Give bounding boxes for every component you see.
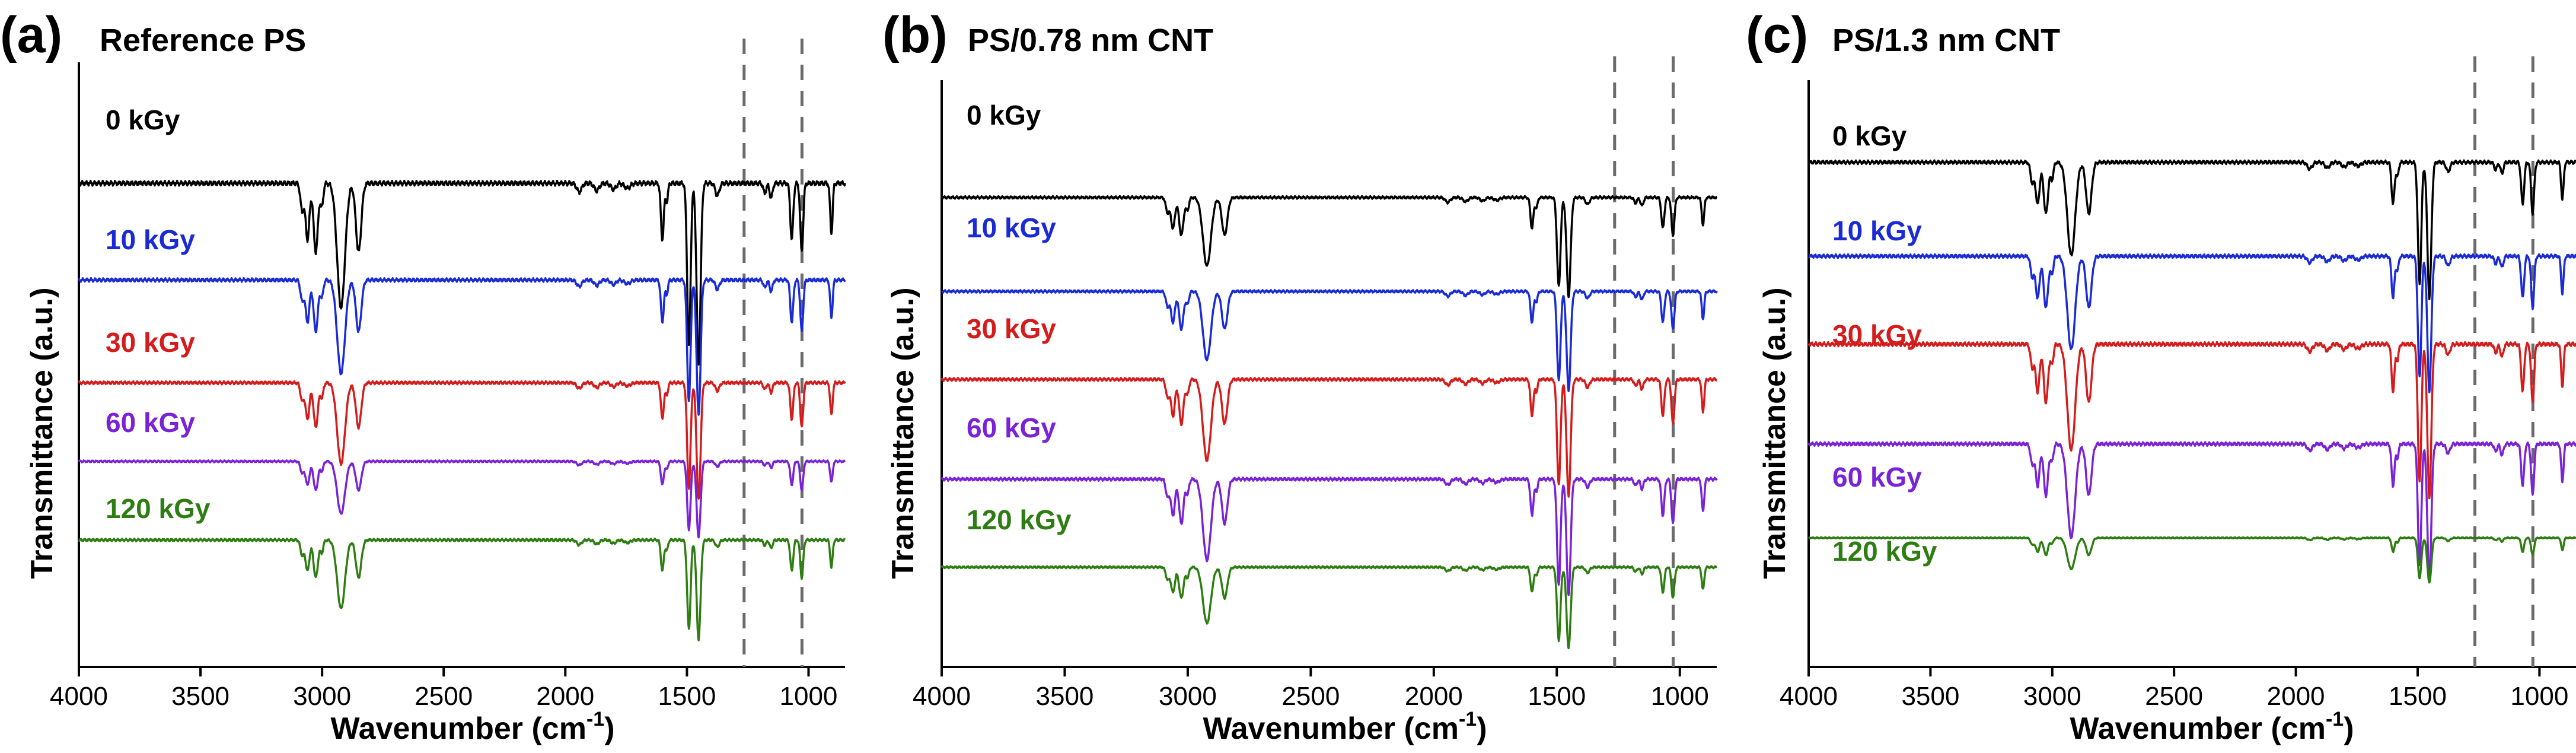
x-axis: 4000 3500 3000 2500 2000 1500 1000 [50, 682, 837, 711]
series-label: 30 kGy [967, 313, 1056, 344]
series-line [1807, 441, 2576, 581]
series-label: 60 kGy [106, 407, 195, 438]
x-axis: 4000 3500 3000 2500 2000 1500 1000 [913, 682, 1709, 711]
x-tick-label: 4000 [913, 682, 971, 711]
x-tick-label: 4000 [1780, 682, 1838, 711]
panel-title: PS/0.78 nm CNT [968, 23, 1213, 58]
x-axis: 4000 3500 3000 2500 2000 1500 1000 [1780, 682, 2568, 711]
series-label: 10 kGy [1832, 215, 1922, 246]
y-axis-title: Transmittance (a.u.) [25, 287, 59, 579]
series-label: 120 kGy [967, 504, 1072, 535]
x-tick-label: 3000 [1159, 682, 1217, 711]
x-tick-label: 1000 [780, 682, 838, 711]
x-axis-title: Wavenumber (cm-1) [1203, 708, 1487, 746]
series-label: 120 kGy [106, 493, 211, 524]
axis-frame [941, 80, 1717, 668]
panel-title: PS/1.3 nm CNT [1832, 23, 2060, 58]
x-tick-label: 3000 [293, 682, 351, 711]
panel-label: (b) [882, 7, 948, 63]
series-label: 0 kGy [967, 100, 1041, 131]
panel-label: (a) [0, 7, 62, 63]
series-line [1807, 341, 2576, 500]
x-tick-label: 2500 [415, 682, 473, 711]
panel-a: (a) Reference PS Transmittance (a.u.) Wa… [0, 7, 846, 746]
series-label: 10 kGy [106, 224, 195, 255]
x-tick-label: 1000 [2510, 682, 2568, 711]
panel-c: (c) PS/1.3 nm CNT Transmittance (a.u.) W… [1746, 7, 2576, 746]
series-line [78, 277, 846, 416]
x-tick-label: 3000 [2023, 682, 2081, 711]
series-line [941, 476, 1718, 596]
panel-b: (b) PS/0.78 nm CNT Transmittance (a.u.) … [882, 7, 1718, 746]
series-line [1808, 536, 2576, 584]
series-line [941, 195, 1717, 298]
x-tick-label: 2000 [536, 682, 594, 711]
axis-frame [78, 62, 845, 668]
x-tick-label: 2000 [1405, 682, 1463, 711]
x-tick-label: 2500 [2145, 682, 2203, 711]
x-tick-label: 3500 [1036, 682, 1094, 711]
series-line [941, 288, 1718, 392]
series-line [78, 459, 846, 539]
series-label: 0 kGy [1832, 120, 1907, 151]
series-line [78, 537, 846, 641]
series-labels: 0 kGy 10 kGy 30 kGy 60 kGy 120 kGy [967, 100, 1072, 535]
x-tick-label: 1500 [2389, 682, 2447, 711]
x-tick-label: 3500 [171, 682, 229, 711]
series-label: 10 kGy [967, 212, 1056, 243]
series-line [78, 179, 846, 366]
x-tick-label: 2000 [2267, 682, 2325, 711]
panel-label: (c) [1746, 7, 1808, 63]
series-label: 0 kGy [106, 104, 180, 135]
x-tick-label: 1000 [1651, 682, 1709, 711]
x-tick-label: 1500 [1528, 682, 1586, 711]
series-line [941, 376, 1717, 498]
series-labels: 0 kGy 10 kGy 30 kGy 60 kGy 120 kGy [1832, 120, 1937, 567]
y-axis-title: Transmittance (a.u.) [886, 287, 920, 579]
series-label: 120 kGy [1832, 536, 1937, 567]
x-axis-title: Wavenumber (cm-1) [2070, 708, 2354, 746]
series-line [941, 565, 1717, 650]
x-tick-label: 1500 [658, 682, 716, 711]
series-label: 30 kGy [106, 327, 195, 358]
x-axis-title: Wavenumber (cm-1) [330, 708, 614, 746]
x-tick-label: 3500 [1901, 682, 1959, 711]
series-line [78, 380, 846, 500]
series-label: 60 kGy [1832, 462, 1922, 493]
x-tick-label: 2500 [1281, 682, 1340, 711]
axis-frame [1807, 80, 2576, 668]
series-labels: 0 kGy 10 kGy 30 kGy 60 kGy 120 kGy [106, 104, 211, 524]
series-line [1808, 159, 2576, 300]
y-axis-title: Transmittance (a.u.) [1758, 287, 1792, 579]
panel-title: Reference PS [100, 23, 306, 58]
x-tick-label: 4000 [50, 682, 108, 711]
series-label: 60 kGy [967, 412, 1056, 443]
series-line [1807, 253, 2576, 393]
